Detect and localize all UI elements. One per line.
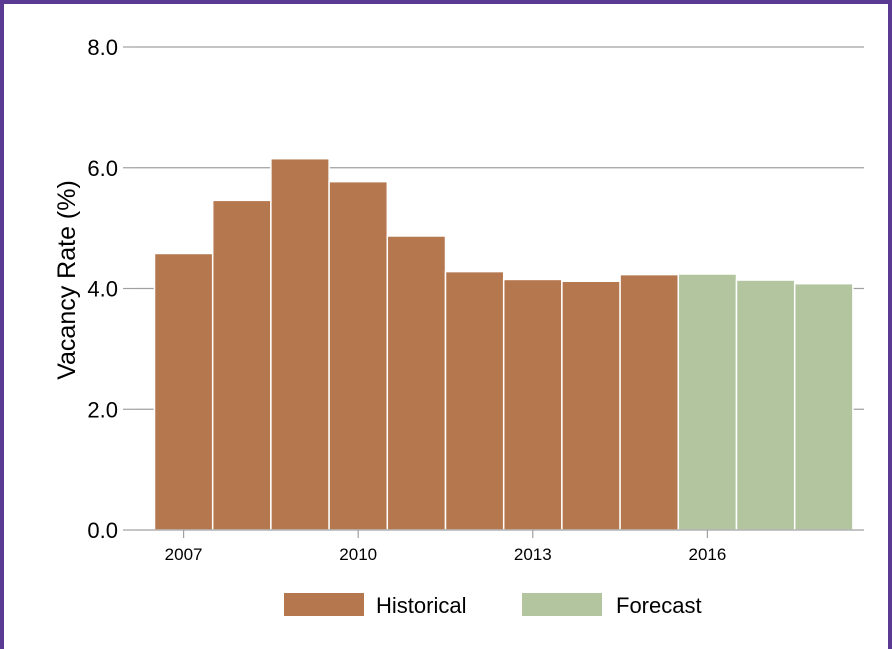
bar-forecast-2018 bbox=[793, 282, 854, 531]
bar-historical-2015 bbox=[619, 273, 680, 531]
legend-swatch-forecast bbox=[522, 593, 602, 616]
x-tick-label: 2016 bbox=[688, 545, 726, 564]
bar-historical-2010 bbox=[328, 180, 389, 531]
y-tick-label: 6.0 bbox=[87, 156, 118, 181]
legend: Historical Forecast bbox=[284, 593, 702, 618]
x-tick-label: 2010 bbox=[339, 545, 377, 564]
y-tick-label: 8.0 bbox=[87, 35, 118, 60]
bars bbox=[153, 157, 854, 531]
legend-label-forecast: Forecast bbox=[616, 593, 702, 618]
y-tick-label: 0.0 bbox=[87, 518, 118, 543]
y-tick-label: 4.0 bbox=[87, 277, 118, 302]
y-axis-label: Vacancy Rate (%) bbox=[53, 180, 81, 380]
x-tick-label: 2007 bbox=[165, 545, 203, 564]
legend-swatch-historical bbox=[284, 593, 364, 616]
bar-forecast-2017 bbox=[735, 279, 796, 531]
bar-historical-2013 bbox=[502, 278, 563, 531]
y-tick-label: 2.0 bbox=[87, 397, 118, 422]
bar-historical-2014 bbox=[561, 280, 621, 531]
bar-historical-2007 bbox=[153, 252, 214, 531]
bar-historical-2012 bbox=[444, 270, 505, 531]
bar-forecast-2016 bbox=[677, 273, 738, 531]
x-tick-label: 2013 bbox=[514, 545, 552, 564]
bar-historical-2008 bbox=[211, 199, 272, 531]
bar-historical-2009 bbox=[270, 157, 330, 531]
legend-label-historical: Historical bbox=[376, 593, 466, 618]
axes: 0.0 2.0 4.0 6.0 8.0 2007 2010 2013 2016 bbox=[87, 35, 864, 564]
bar-historical-2011 bbox=[386, 235, 447, 531]
